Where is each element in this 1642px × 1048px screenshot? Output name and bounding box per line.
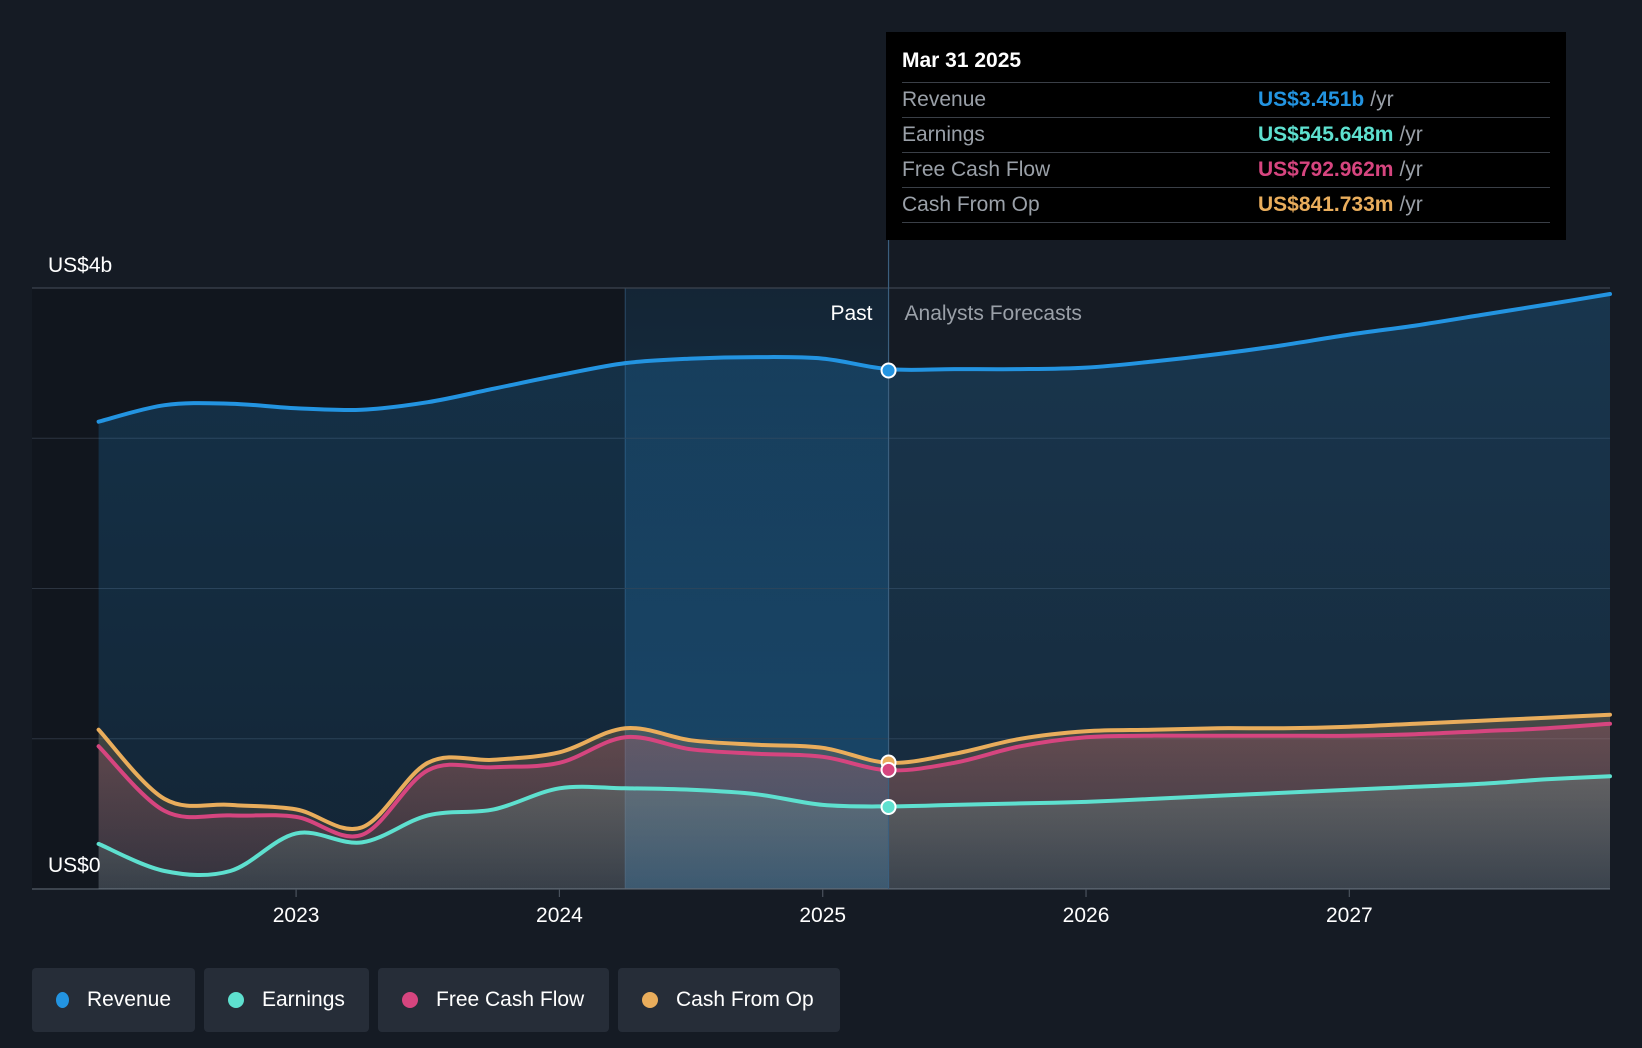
tooltip-unit: /yr <box>1370 88 1394 111</box>
tooltip-value: US$3.451b <box>1258 88 1365 111</box>
tooltip-row-revenue: Revenue US$3.451b /yr <box>902 82 1550 117</box>
legend-dot-icon <box>56 992 69 1008</box>
tooltip-value: US$545.648m <box>1258 123 1394 146</box>
tooltip-row-free-cash-flow: Free Cash Flow US$792.962m /yr <box>902 152 1550 187</box>
legend-dot-icon <box>642 992 658 1008</box>
legend-item-revenue[interactable]: Revenue <box>32 968 195 1032</box>
tooltip-label: Cash From Op <box>902 193 1040 216</box>
legend-label: Free Cash Flow <box>436 988 585 1011</box>
tooltip-unit: /yr <box>1399 193 1423 216</box>
tooltip-value: US$792.962m <box>1258 158 1394 181</box>
tooltip-label: Free Cash Flow <box>902 158 1051 181</box>
legend-item-free-cash-flow[interactable]: Free Cash Flow <box>378 968 609 1032</box>
x-tick-label: 2023 <box>273 904 320 927</box>
tooltip-label: Earnings <box>902 123 985 146</box>
legend-label: Cash From Op <box>676 988 814 1011</box>
y-axis-label-top: US$4b <box>48 254 112 277</box>
tooltip-label: Revenue <box>902 88 987 111</box>
line-free-cash-flow <box>96 721 1612 839</box>
line-revenue <box>96 292 1612 424</box>
highlight-point-revenue <box>880 362 897 379</box>
legend-item-earnings[interactable]: Earnings <box>204 968 369 1032</box>
tooltip-date: Mar 31 2025 <box>902 49 1022 72</box>
x-tick-label: 2026 <box>1063 904 1110 927</box>
legend-dot-icon <box>402 992 418 1008</box>
highlight-point-free-cash-flow <box>880 761 897 778</box>
tooltip-row-earnings: Earnings US$545.648m /yr <box>902 117 1550 152</box>
legend-dot-icon <box>228 992 244 1008</box>
y-axis-label-bottom: US$0 <box>48 854 101 877</box>
line-cash-from-op <box>96 712 1612 831</box>
tooltip-unit: /yr <box>1399 158 1423 181</box>
x-tick-label: 2025 <box>799 904 846 927</box>
tooltip-value: US$841.733m <box>1258 193 1394 216</box>
chart-legend: Revenue Earnings Free Cash Flow Cash Fro… <box>32 968 840 1032</box>
line-earnings <box>96 774 1612 878</box>
x-tick-label: 2024 <box>536 904 583 927</box>
area-cash-from-op <box>98 714 1611 889</box>
tooltip-unit: /yr <box>1399 123 1423 146</box>
tooltip-row-cash-from-op: Cash From Op US$841.733m /yr <box>902 187 1550 223</box>
x-tick-label: 2027 <box>1326 904 1373 927</box>
past-label: Past <box>831 302 873 325</box>
legend-label: Revenue <box>86 988 171 1011</box>
forecast-label: Analysts Forecasts <box>905 302 1082 325</box>
hover-tooltip: Mar 31 2025 Revenue US$3.451b /yr Earnin… <box>886 32 1566 240</box>
highlight-point-earnings <box>880 798 897 815</box>
legend-label: Earnings <box>262 988 345 1011</box>
legend-item-cash-from-op[interactable]: Cash From Op <box>618 968 840 1032</box>
